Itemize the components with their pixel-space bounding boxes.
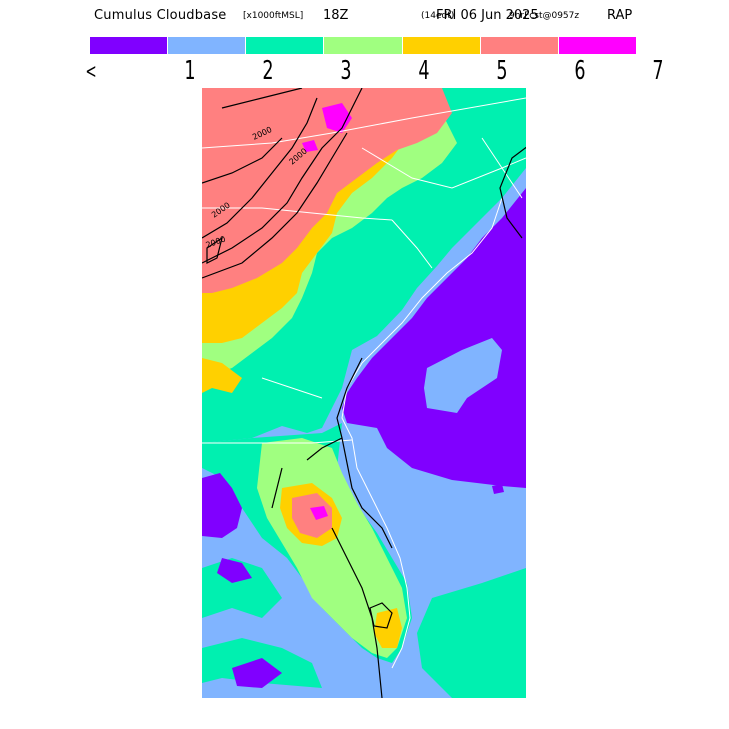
field-violet-dot [492, 484, 504, 494]
legend-swatch-3 [246, 37, 325, 54]
map-title: Cumulus Cloudbase [x1000ftMSL] 18Z (14ed… [0, 8, 729, 28]
legend-tick-5: 5 [496, 56, 508, 86]
legend-swatch-6 [480, 37, 559, 54]
cloudbase-map: 2000 2000 2000 2000 [202, 88, 526, 698]
field-magenta-north [322, 103, 352, 133]
legend-tick-3: 3 [340, 56, 352, 86]
legend-swatch-1 [90, 37, 169, 54]
legend-swatch-4 [324, 37, 403, 54]
contours [202, 88, 526, 698]
field-magenta-north-2 [302, 140, 318, 152]
field-salmon-florida [292, 493, 332, 538]
field-violet-atlantic [342, 188, 526, 488]
field-gold-west [202, 358, 242, 393]
field-salmon-north [202, 88, 452, 293]
legend-ticks: < 1 2 3 4 5 6 7 [0, 56, 729, 90]
field-gold-keys [374, 608, 402, 648]
field-violet-gulf-3 [232, 658, 282, 688]
field-teal-atlantic-south [417, 568, 526, 698]
field-magenta-florida [310, 506, 328, 520]
boundaries [202, 97, 526, 669]
legend-tick-less-than: < [85, 59, 97, 83]
legend-swatch-5 [402, 37, 481, 54]
legend-tick-2: 2 [262, 56, 274, 86]
field-violet-gulf [202, 473, 242, 538]
title-forecast-hour: 9hrFcst@0957z [509, 11, 580, 21]
field-blue-inlet [424, 338, 502, 413]
legend-tick-7: 7 [652, 56, 664, 86]
title-date: FRI 06 Jun 2025 [436, 8, 539, 23]
field-violet-gulf-2 [217, 558, 252, 583]
legend-swatch-7 [558, 37, 636, 54]
legend-tick-6: 6 [574, 56, 586, 86]
legend-swatch-2 [168, 37, 247, 54]
title-valid-time: 18Z [323, 8, 349, 23]
legend-tick-1: 1 [184, 56, 196, 86]
legend-tick-4: 4 [418, 56, 430, 86]
title-units: [x1000ftMSL] [243, 11, 304, 21]
color-legend [90, 37, 636, 54]
title-model: RAP [607, 8, 633, 23]
title-local-time: (14edt) [421, 11, 455, 21]
title-main: Cumulus Cloudbase [94, 8, 227, 23]
